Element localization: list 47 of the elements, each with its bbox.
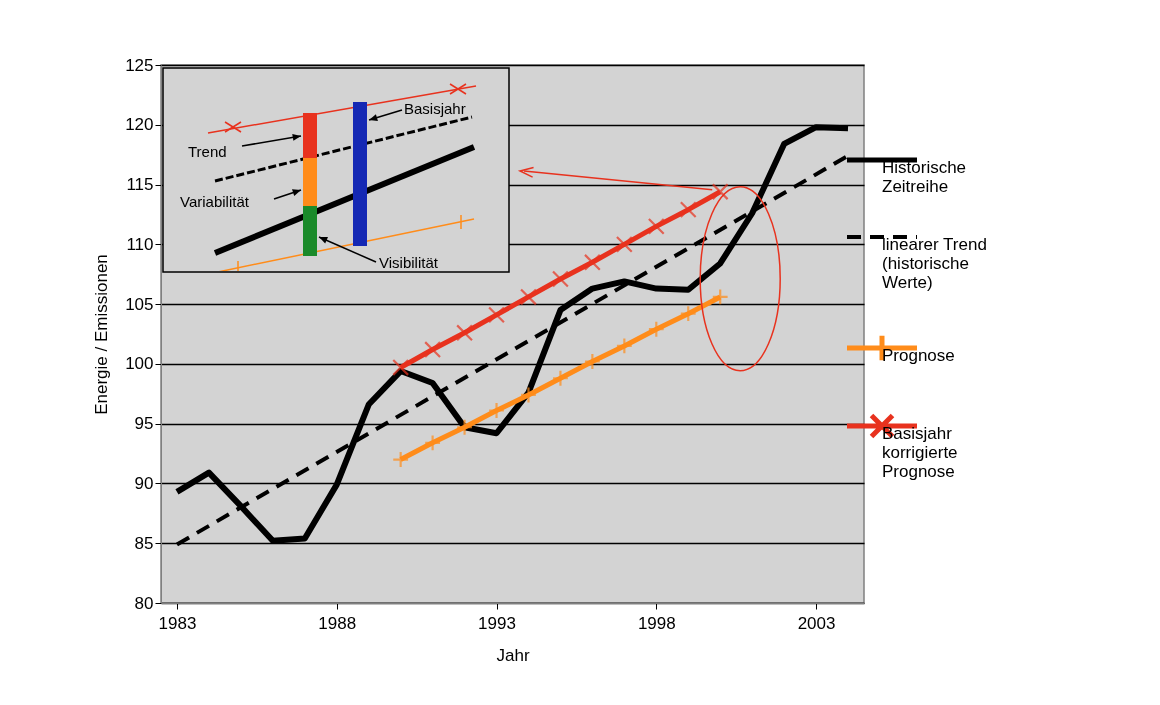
y-tick-label: 120 [125,115,154,135]
point [392,451,410,469]
point [488,306,506,324]
point [456,324,474,342]
point [679,201,697,219]
point [424,341,442,359]
point [583,253,601,271]
legend-label: linearer Trend (historische Werte) [882,235,987,292]
point [615,235,633,253]
legend-label: Prognose [882,346,955,365]
legend-label: Historische Zeitreihe [882,158,967,196]
point [456,418,474,436]
y-tick-label: 125 [125,55,154,75]
y-tick-label: 105 [125,294,154,314]
y-tick-label: 100 [125,354,154,374]
y-tick-label: 80 [134,593,154,613]
annotation: Basisjahr [404,99,466,117]
point [519,386,537,404]
annotation: Variabilität [180,192,250,210]
y-tick-label: 90 [134,473,154,493]
x-axis-title: Jahr [496,645,530,665]
point [615,337,633,355]
point [647,217,665,235]
point [551,369,569,387]
y-tick-label: 115 [126,175,154,195]
point [711,288,729,306]
annotation: Visibilität [379,253,439,271]
x-tick-label: 1993 [478,613,516,633]
legend-label: Basisjahr korrigierte Prognose [882,424,958,481]
x-tick-label: 2003 [797,613,836,633]
y-tick-label: 95 [134,414,154,434]
point [488,402,506,420]
x-tick-label: 1998 [637,613,676,633]
point [519,288,537,306]
x-tick-label: 1988 [318,613,357,633]
annotation: Trend [188,142,227,160]
y-tick-label: 85 [134,533,154,553]
point [551,270,569,288]
point [711,183,729,201]
point [583,352,601,371]
point [647,320,665,338]
x-tick-label: 1983 [158,613,197,633]
y-tick-label: 110 [126,234,154,254]
point [392,358,410,376]
y-axis-title: Energie / Emissionen [92,254,112,415]
point [679,305,697,323]
point [424,434,442,452]
